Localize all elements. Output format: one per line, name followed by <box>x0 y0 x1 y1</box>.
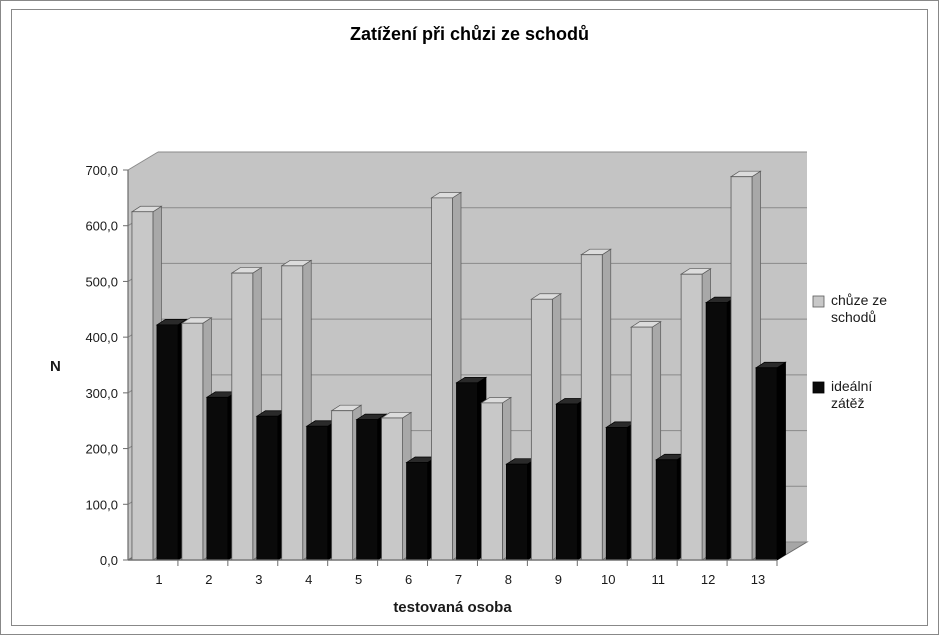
bar-chart-3d: 0,0 100,0 200,0 300,0 400,0 500,0 600,0 700,0 N 1… <box>12 45 929 635</box>
svg-text:4: 4 <box>305 572 312 587</box>
legend-swatch <box>813 382 824 393</box>
svg-text:400,0: 400,0 <box>85 330 118 345</box>
svg-text:200,0: 200,0 <box>85 442 118 457</box>
svg-text:100,0: 100,0 <box>85 497 118 512</box>
svg-text:5: 5 <box>355 572 362 587</box>
svg-text:zátěž: zátěž <box>831 395 864 411</box>
svg-text:300,0: 300,0 <box>85 386 118 401</box>
svg-text:13: 13 <box>751 572 765 587</box>
svg-text:0,0: 0,0 <box>100 553 118 568</box>
svg-text:chůze ze: chůze ze <box>831 292 887 308</box>
svg-text:1: 1 <box>155 572 162 587</box>
svg-text:12: 12 <box>701 572 715 587</box>
svg-text:8: 8 <box>505 572 512 587</box>
svg-text:11: 11 <box>651 572 665 587</box>
svg-text:9: 9 <box>555 572 562 587</box>
svg-text:6: 6 <box>405 572 412 587</box>
svg-text:ideální: ideální <box>831 378 872 394</box>
svg-text:500,0: 500,0 <box>85 274 118 289</box>
svg-text:600,0: 600,0 <box>85 219 118 234</box>
svg-text:2: 2 <box>205 572 212 587</box>
svg-text:N: N <box>50 358 61 375</box>
chart-inner-frame: Zatížení při chůzi ze schodů 0,0 100,0 200… <box>11 9 928 626</box>
svg-text:10: 10 <box>601 572 615 587</box>
svg-text:700,0: 700,0 <box>85 163 118 178</box>
chart-title: Zatížení při chůzi ze schodů <box>12 24 927 45</box>
legend-swatch <box>813 296 824 307</box>
chart-container: Zatížení při chůzi ze schodů 0,0 100,0 200… <box>0 0 939 635</box>
svg-text:3: 3 <box>255 572 262 587</box>
svg-text:testovaná osoba: testovaná osoba <box>393 599 512 616</box>
svg-text:schodů: schodů <box>831 309 876 325</box>
svg-text:7: 7 <box>455 572 462 587</box>
